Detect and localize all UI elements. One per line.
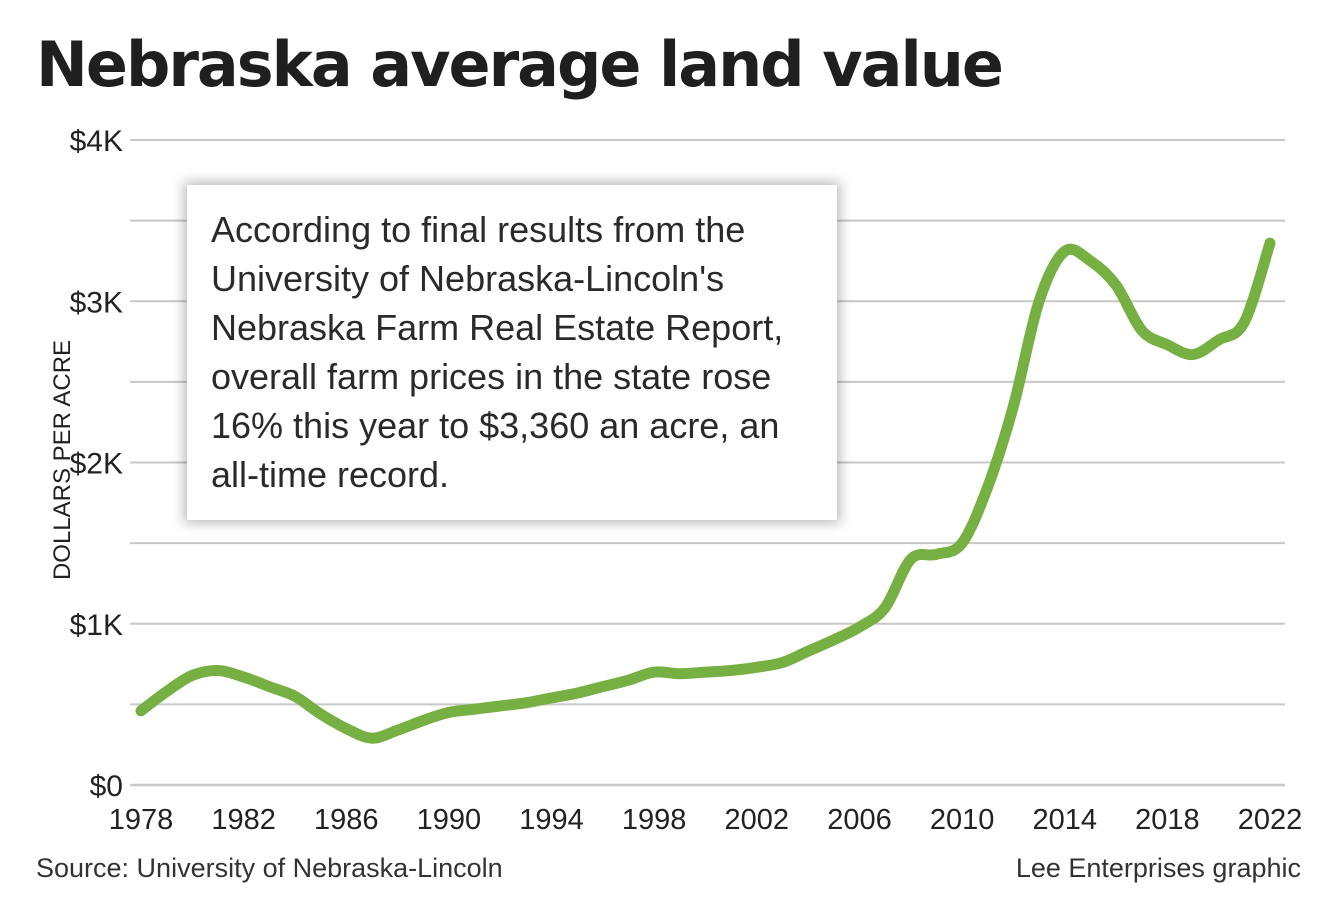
x-tick-label: 2002: [725, 804, 790, 836]
credit-note: Lee Enterprises graphic: [1015, 853, 1301, 883]
x-tick-label: 1998: [622, 804, 687, 836]
y-tick-label: $2K: [70, 448, 123, 481]
annotation-callout: According to final results from the Univ…: [187, 185, 837, 520]
y-axis-tick-labels: $0 $1K $2K $3K $4K: [70, 125, 123, 803]
x-tick-label: 1986: [314, 804, 379, 836]
x-tick-label: 2014: [1032, 804, 1097, 836]
x-tick-label: 1978: [109, 804, 174, 836]
y-axis-label: DOLLARS PER ACRE: [49, 340, 76, 580]
x-tick-label: 2010: [930, 804, 995, 836]
x-tick-label: 2006: [827, 804, 892, 836]
series-line-land-value: [135, 237, 1276, 744]
callout-text: According to final results from the Univ…: [211, 209, 784, 495]
chart-title: Nebraska average land value: [36, 28, 1004, 101]
x-tick-label: 2018: [1135, 804, 1200, 836]
source-note: Source: University of Nebraska-Lincoln: [36, 853, 503, 883]
x-tick-label: 1990: [417, 804, 482, 836]
x-tick-label: 2022: [1238, 804, 1303, 836]
x-tick-label: 1994: [519, 804, 584, 836]
y-tick-label: $3K: [70, 286, 123, 319]
x-axis-tick-labels: 1978 1982 1986 1990 1994 1998 2002 2006 2010 2014…: [109, 804, 1303, 836]
y-tick-label: $4K: [70, 125, 123, 158]
y-tick-label: $1K: [70, 609, 123, 642]
y-tick-label: $0: [90, 770, 123, 803]
x-tick-label: 1982: [211, 804, 276, 836]
